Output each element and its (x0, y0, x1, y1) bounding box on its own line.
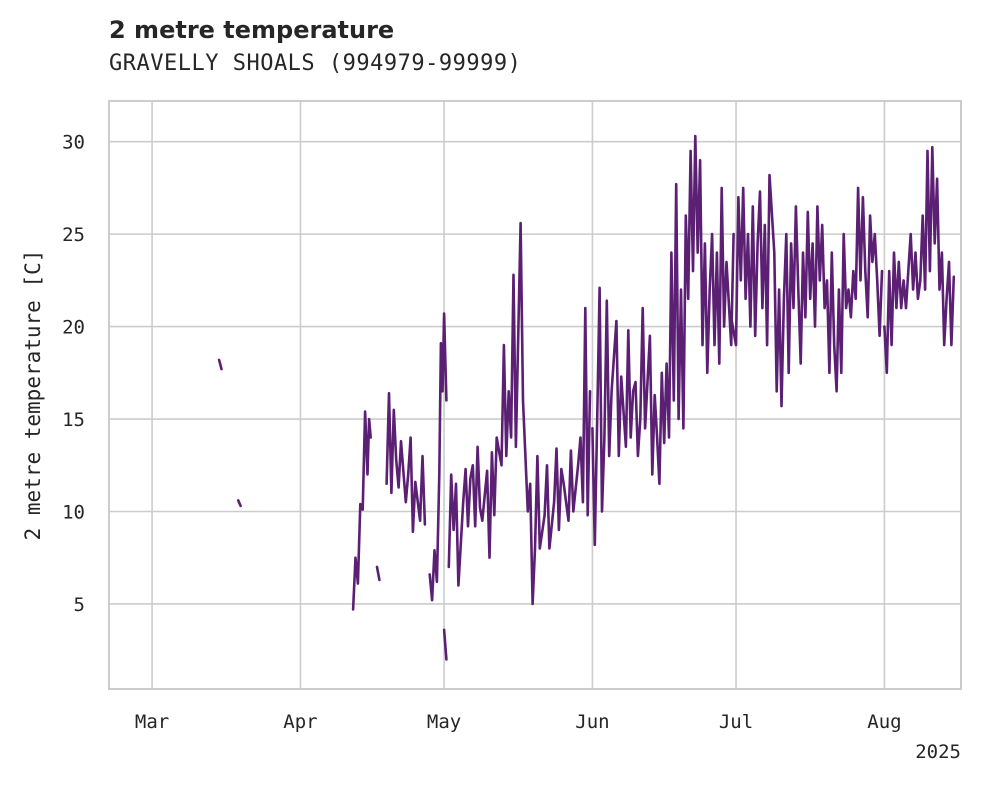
chart-title: 2 metre temperature (109, 16, 395, 44)
y-tick-label: 15 (62, 409, 85, 431)
series-line-segment (375, 565, 381, 582)
x-tick-label: Aug (867, 711, 901, 733)
y-tick-label: 25 (62, 224, 85, 246)
x-tick-label: Jun (575, 711, 609, 733)
series-line-segment (351, 410, 373, 611)
y-tick-label: 20 (62, 317, 85, 339)
x-tick-label: Apr (283, 711, 317, 733)
series-line-segment (217, 358, 223, 371)
x-tick-label: Jul (719, 711, 753, 733)
grid (109, 101, 961, 689)
series-line-segment (236, 499, 242, 508)
tick-labels: 5 10 15 20 25 30 Mar Apr May Jun Jul Aug (62, 132, 901, 733)
series-line-segment (428, 312, 448, 602)
series-line-segment (385, 391, 427, 534)
temperature-series (217, 134, 956, 661)
series-line-segment (442, 628, 448, 661)
series-line-segment (447, 221, 592, 606)
x-year-label: 2025 (915, 741, 961, 763)
x-tick-label: Mar (135, 711, 169, 733)
chart-subtitle: GRAVELLY SHOALS (994979-99999) (109, 51, 522, 76)
y-tick-label: 10 (62, 501, 85, 523)
y-tick-label: 30 (62, 132, 85, 154)
series-line-segment (591, 134, 735, 547)
series-line-segment (729, 173, 884, 408)
series-line-segment (883, 145, 956, 375)
plot-frame (108, 100, 962, 690)
y-axis-label: 2 metre temperature [C] (21, 250, 45, 541)
x-tick-label: May (427, 711, 461, 733)
y-tick-label: 5 (74, 594, 85, 616)
